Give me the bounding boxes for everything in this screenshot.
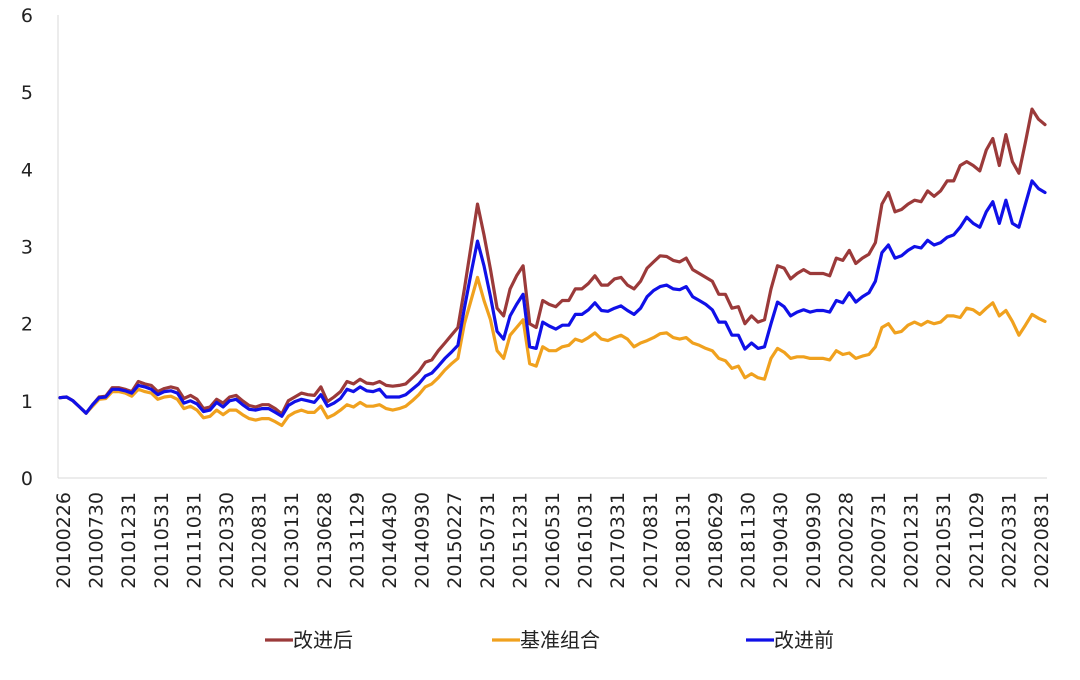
x-tick-label: 20220831 bbox=[1031, 492, 1053, 589]
x-tick-label: 20211029 bbox=[966, 492, 988, 589]
x-tick-label: 20120831 bbox=[249, 492, 271, 589]
x-tick-label: 20181130 bbox=[738, 492, 760, 589]
x-axis-tick-labels: 20100226 20100730 20101231 20110531 20111031… bbox=[53, 492, 1053, 589]
legend-label: 改进前 bbox=[774, 628, 834, 652]
series-line-1 bbox=[58, 107, 1047, 416]
x-tick-label: 20180131 bbox=[672, 492, 694, 589]
x-tick-label: 20101231 bbox=[118, 492, 140, 589]
x-tick-label: 20111031 bbox=[183, 492, 205, 589]
x-tick-label: 20200228 bbox=[835, 492, 857, 589]
series-lines bbox=[58, 107, 1047, 428]
y-tick-label: 5 bbox=[21, 82, 33, 104]
x-tick-label: 20180629 bbox=[705, 492, 727, 589]
legend-label: 改进后 bbox=[293, 628, 353, 652]
x-tick-label: 20151231 bbox=[509, 492, 531, 589]
x-tick-label: 20100226 bbox=[53, 492, 75, 589]
x-tick-label: 20110531 bbox=[151, 492, 173, 589]
x-tick-label: 20220331 bbox=[998, 492, 1020, 589]
x-tick-label: 20210531 bbox=[933, 492, 955, 589]
y-tick-label: 4 bbox=[21, 159, 33, 181]
x-tick-label: 20160531 bbox=[542, 492, 564, 589]
x-tick-label: 20150731 bbox=[477, 492, 499, 589]
x-tick-label: 20131129 bbox=[346, 492, 368, 589]
y-tick-label: 3 bbox=[21, 237, 33, 259]
y-tick-label: 0 bbox=[21, 468, 33, 490]
x-tick-label: 20201231 bbox=[901, 492, 923, 589]
x-tick-label: 20140430 bbox=[379, 492, 401, 589]
legend: 改进后 基准组合 改进前 bbox=[265, 628, 834, 652]
x-tick-label: 20170331 bbox=[607, 492, 629, 589]
series-line-2 bbox=[58, 275, 1047, 428]
x-tick-label: 20120330 bbox=[216, 492, 238, 589]
y-tick-label: 6 bbox=[21, 5, 33, 27]
x-tick-label: 20200731 bbox=[868, 492, 890, 589]
y-axis-tick-labels: 0 1 2 3 4 5 6 bbox=[21, 5, 33, 490]
x-tick-label: 20150227 bbox=[444, 492, 466, 589]
x-tick-label: 20130131 bbox=[281, 492, 303, 589]
x-tick-label: 20190430 bbox=[770, 492, 792, 589]
x-tick-label: 20161031 bbox=[575, 492, 597, 589]
x-tick-label: 20190930 bbox=[803, 492, 825, 589]
y-tick-label: 2 bbox=[21, 314, 33, 336]
x-tick-label: 20130628 bbox=[314, 492, 336, 589]
series-line-3 bbox=[58, 179, 1047, 418]
x-tick-label: 20100730 bbox=[86, 492, 108, 589]
legend-label: 基准组合 bbox=[520, 628, 600, 652]
x-tick-label: 20170831 bbox=[640, 492, 662, 589]
y-tick-label: 1 bbox=[21, 391, 33, 413]
x-tick-label: 20140930 bbox=[412, 492, 434, 589]
